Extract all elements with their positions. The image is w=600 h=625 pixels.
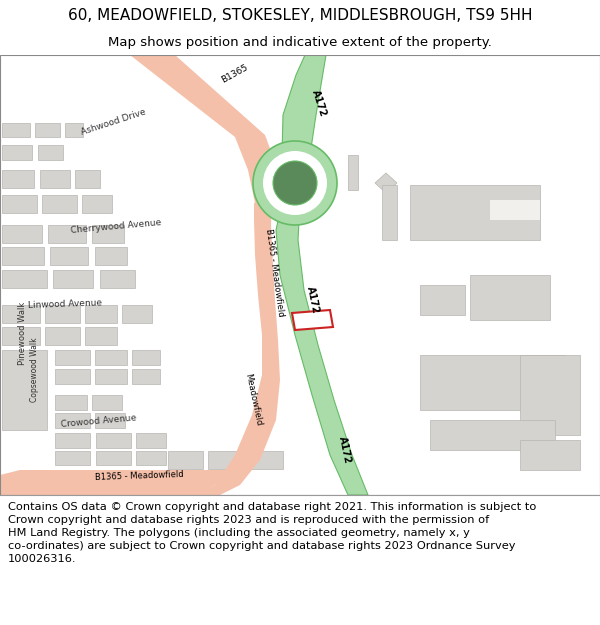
Polygon shape	[130, 55, 278, 203]
Bar	[55, 350, 90, 365]
Text: B1365: B1365	[220, 63, 250, 85]
Circle shape	[253, 141, 337, 225]
Bar	[40, 170, 70, 188]
Bar	[420, 355, 565, 410]
Bar	[208, 451, 243, 469]
Bar	[136, 433, 166, 448]
Bar	[470, 275, 550, 320]
Bar	[95, 413, 125, 428]
Bar	[382, 185, 397, 240]
Circle shape	[263, 151, 327, 215]
Text: A172: A172	[305, 286, 321, 314]
Text: Pinewood Walk: Pinewood Walk	[18, 302, 27, 365]
Bar	[2, 247, 44, 265]
Bar	[42, 195, 77, 213]
Bar	[430, 420, 555, 450]
Bar	[2, 145, 32, 160]
Bar	[420, 285, 465, 315]
Bar	[48, 225, 86, 243]
Bar	[248, 451, 283, 469]
Bar	[50, 247, 88, 265]
Bar	[45, 327, 80, 345]
Bar	[2, 350, 47, 430]
Polygon shape	[282, 55, 326, 173]
Bar	[92, 225, 124, 243]
Circle shape	[273, 161, 317, 205]
Bar	[168, 451, 203, 469]
Polygon shape	[276, 203, 368, 495]
Bar	[100, 270, 135, 288]
Bar	[95, 350, 127, 365]
Bar	[2, 225, 42, 243]
Bar	[45, 305, 80, 323]
Text: A172: A172	[337, 436, 353, 464]
Bar	[2, 305, 40, 323]
Bar	[38, 145, 63, 160]
Bar	[55, 451, 90, 465]
Bar	[136, 451, 166, 465]
Text: Cherrywood Avenue: Cherrywood Avenue	[70, 218, 161, 235]
Bar	[410, 185, 540, 240]
Text: Linwood Avenue: Linwood Avenue	[28, 298, 103, 310]
Bar	[35, 123, 60, 137]
Polygon shape	[375, 173, 397, 193]
Bar	[490, 200, 540, 220]
Text: A172: A172	[310, 88, 328, 118]
Polygon shape	[198, 203, 280, 495]
Bar	[122, 305, 152, 323]
Bar	[520, 440, 580, 470]
Bar	[2, 123, 30, 137]
Bar	[55, 433, 90, 448]
Text: Copsewood Walk: Copsewood Walk	[30, 338, 39, 402]
Polygon shape	[0, 470, 235, 495]
Bar	[95, 369, 127, 384]
Bar	[132, 369, 160, 384]
Bar	[55, 369, 90, 384]
Text: 60, MEADOWFIELD, STOKESLEY, MIDDLESBROUGH, TS9 5HH: 60, MEADOWFIELD, STOKESLEY, MIDDLESBROUG…	[68, 8, 532, 23]
Bar	[2, 327, 40, 345]
Text: B1365 - Meadowfield: B1365 - Meadowfield	[264, 228, 285, 317]
Bar	[2, 195, 37, 213]
Text: Contains OS data © Crown copyright and database right 2021. This information is : Contains OS data © Crown copyright and d…	[8, 501, 536, 564]
Bar	[85, 327, 117, 345]
Bar	[53, 270, 93, 288]
Bar	[520, 355, 580, 435]
Bar	[348, 155, 358, 190]
Bar	[75, 170, 100, 188]
Bar	[85, 305, 117, 323]
Text: Meadowfield: Meadowfield	[243, 373, 263, 427]
Text: Crowood Avenue: Crowood Avenue	[60, 413, 136, 429]
Bar	[95, 247, 127, 265]
Bar	[2, 170, 34, 188]
Bar	[92, 395, 122, 410]
Text: Ashwood Drive: Ashwood Drive	[80, 107, 147, 137]
Bar	[82, 195, 112, 213]
Bar	[132, 350, 160, 365]
Text: B1365 - Meadowfield: B1365 - Meadowfield	[95, 470, 184, 482]
Bar	[55, 413, 90, 428]
Polygon shape	[292, 310, 333, 330]
Bar	[2, 270, 47, 288]
Bar	[55, 395, 87, 410]
Bar	[65, 123, 83, 137]
Text: Map shows position and indicative extent of the property.: Map shows position and indicative extent…	[108, 36, 492, 49]
Bar	[96, 451, 131, 465]
Bar	[96, 433, 131, 448]
